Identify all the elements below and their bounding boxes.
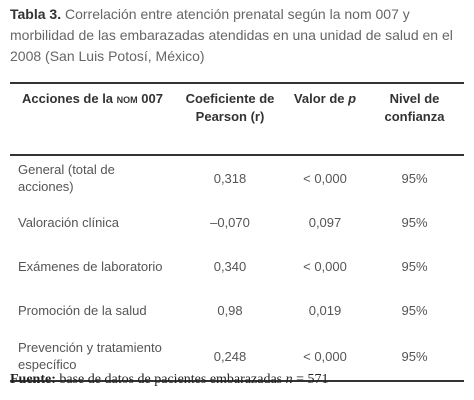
table-cell: 0,340 (213, 258, 247, 274)
table-cell: 95% (401, 170, 428, 186)
footer-n: n (285, 372, 293, 387)
table-cell: 95% (401, 302, 428, 318)
table-cell: Prevención y tratamien­to específico (10, 332, 175, 382)
footer-n-value: = 571 (296, 372, 329, 387)
table: Acciones de la nom 007 Coeficiente de Pe… (10, 82, 464, 382)
table-cell: < 0,000 (303, 170, 347, 186)
table-cell: 0,318 (213, 170, 247, 186)
table-cell: 0,097 (308, 214, 342, 230)
table-row: Valoración clínica –0,070 0,097 95% (10, 200, 464, 244)
footer-label: Fuente: (10, 372, 56, 387)
header-abbr: nom (116, 91, 138, 106)
table-cell: Promoción de la salud (18, 302, 147, 318)
header-cell: Coeficiente de Pearson (r) (175, 82, 285, 156)
table-row: Prevención y tratamien­to específico 0,24… (10, 332, 464, 382)
caption-label: Tabla 3. (10, 6, 62, 22)
header-cell: Nivel de confianza (365, 82, 464, 156)
table-cell: 0,98 (217, 302, 243, 318)
table-row: Exámenes de labora­torio 0,340 < 0,000 95% (10, 244, 464, 288)
table-cell: 95% (401, 214, 428, 230)
header-text: Valor de (293, 91, 345, 106)
footer: Fuente: base de datos de pacientes embar… (10, 372, 329, 388)
caption-text: Correlación entre atención prenatal segú… (10, 6, 453, 64)
table-cell: < 0,000 (285, 332, 365, 382)
table-row: Promoción de la salud 0,98 0,019 95% (10, 288, 464, 332)
table-cell: 0,248 (175, 332, 285, 382)
table-cell: Exámenes de labora­torio (18, 258, 163, 274)
table-cell: 0,019 (308, 302, 342, 318)
header-cell: Valor de p (285, 82, 365, 156)
table-cell: 95% (365, 332, 464, 382)
header-italic: p (348, 91, 357, 106)
table-cell: Valoración clínica (18, 214, 119, 230)
caption: Tabla 3. Correlación entre atención pren… (10, 4, 466, 67)
footer-text: base de datos de pacientes embarazadas (59, 372, 283, 387)
table-cell: –0,070 (210, 214, 250, 230)
header-text: Acciones de la (22, 91, 114, 106)
table-header: Acciones de la nom 007 Coeficiente de Pe… (10, 82, 464, 156)
header-cell: Acciones de la nom 007 (10, 82, 175, 156)
table-row: General (total de acciones) 0,318 < 0,000 9… (10, 155, 464, 200)
header-text: 007 (141, 91, 163, 106)
table-cell: General (total de acciones) (18, 162, 115, 194)
table-cell: 95% (401, 258, 428, 274)
table-cell: < 0,000 (303, 258, 347, 274)
table-body: General (total de acciones) 0,318 < 0,000 9… (10, 155, 464, 382)
